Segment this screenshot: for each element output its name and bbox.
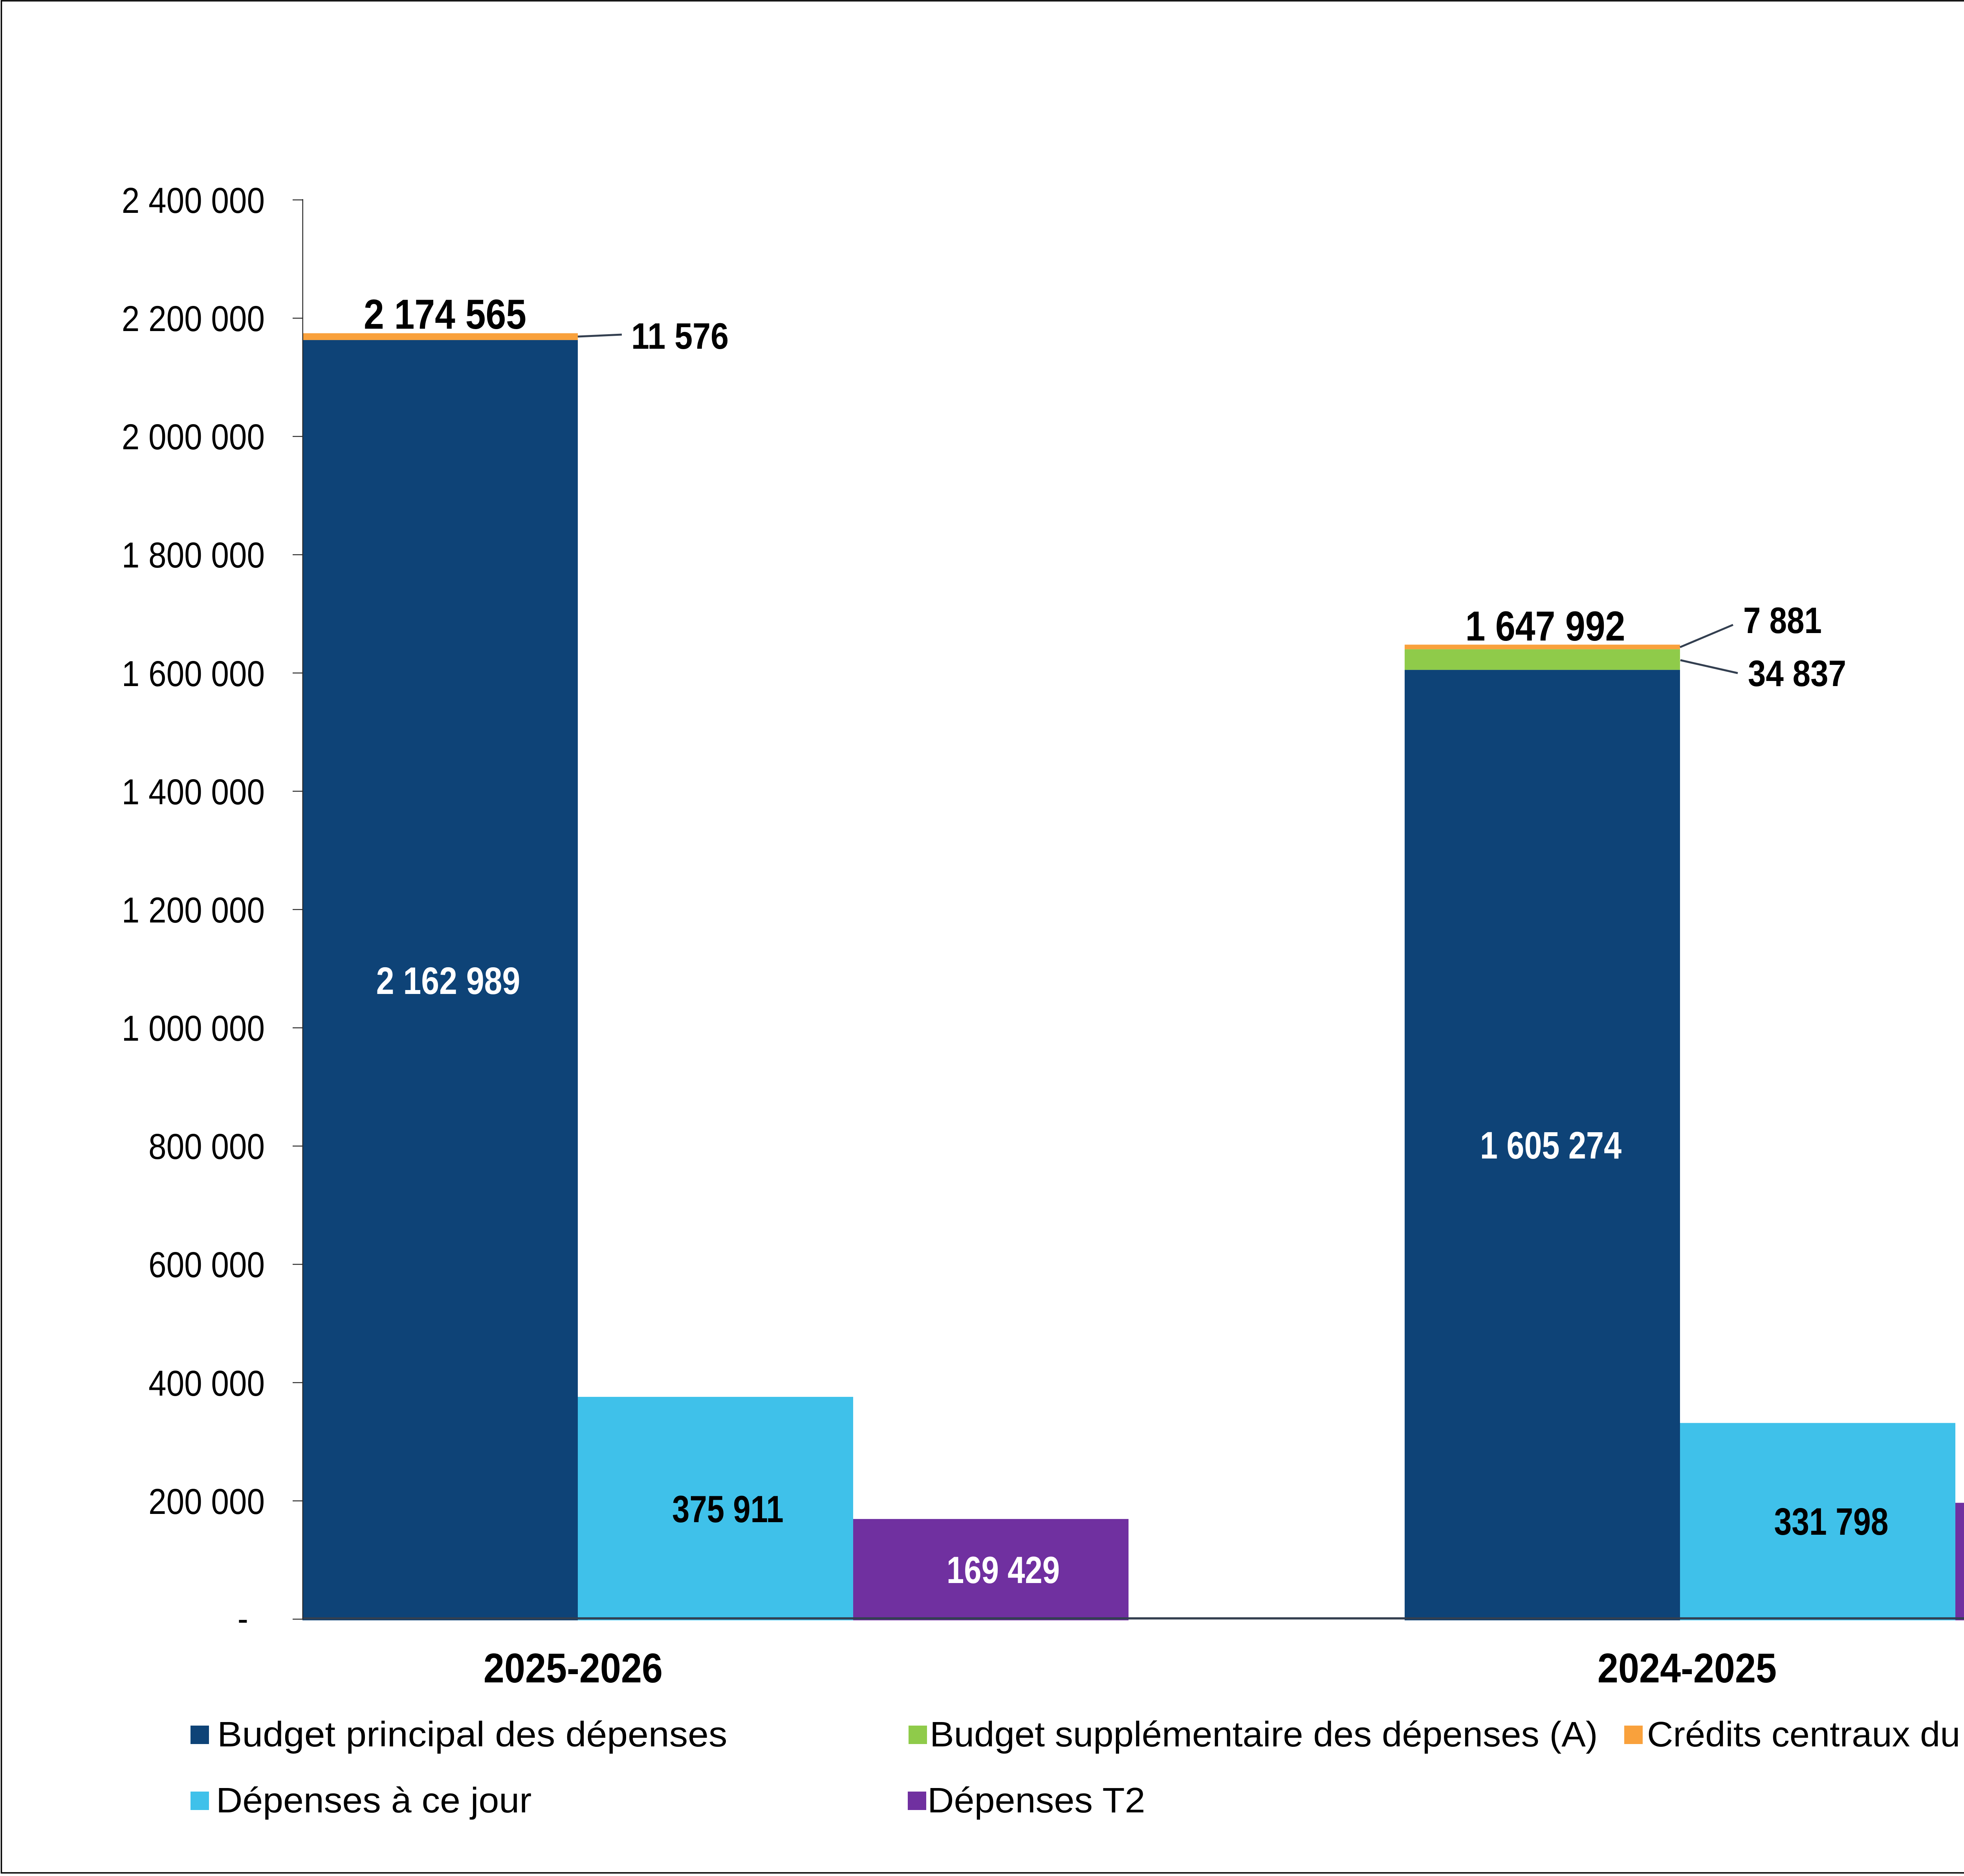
svg-text:1 605 274: 1 605 274 [1480, 1124, 1622, 1167]
svg-text:1 647 992: 1 647 992 [1466, 603, 1625, 650]
svg-text:Crédits centraux du CT: Crédits centraux du CT [1647, 1715, 1964, 1754]
svg-text:34 837: 34 837 [1748, 653, 1846, 694]
svg-text:2 000 000: 2 000 000 [122, 417, 265, 457]
svg-text:800 000: 800 000 [148, 1127, 265, 1167]
svg-text:7 881: 7 881 [1743, 600, 1822, 641]
svg-text:Dépenses à ce jour: Dépenses à ce jour [216, 1781, 531, 1820]
svg-text:331 798: 331 798 [1774, 1500, 1889, 1543]
svg-text:400 000: 400 000 [148, 1364, 265, 1404]
svg-text:2 400 000: 2 400 000 [122, 181, 265, 221]
svg-text:Budget principal des dépenses: Budget principal des dépenses [217, 1714, 727, 1754]
svg-text:2 200 000: 2 200 000 [122, 299, 265, 339]
svg-text:Dépenses T2: Dépenses T2 [927, 1781, 1145, 1820]
svg-text:2024-2025: 2024-2025 [1598, 1645, 1777, 1691]
svg-text:1 000 000: 1 000 000 [122, 1008, 265, 1049]
svg-text:375 911: 375 911 [672, 1488, 784, 1530]
svg-text:600 000: 600 000 [148, 1245, 265, 1285]
svg-text:1 600 000: 1 600 000 [122, 654, 265, 694]
svg-text:11 576: 11 576 [631, 315, 729, 357]
svg-text:1 200 000: 1 200 000 [122, 890, 265, 930]
svg-text:-: - [238, 1599, 248, 1639]
svg-text:1 800 000: 1 800 000 [122, 535, 265, 575]
svg-text:2025-2026: 2025-2026 [484, 1645, 663, 1691]
svg-text:Budget supplémentaire des dépe: Budget supplémentaire des dépenses (A) [930, 1715, 1598, 1754]
svg-text:200 000: 200 000 [148, 1482, 265, 1522]
svg-text:2 162 989: 2 162 989 [376, 960, 520, 1003]
svg-text:169 429: 169 429 [947, 1549, 1060, 1591]
svg-text:1 400 000: 1 400 000 [122, 772, 265, 812]
svg-text:2 174 565: 2 174 565 [364, 291, 526, 338]
